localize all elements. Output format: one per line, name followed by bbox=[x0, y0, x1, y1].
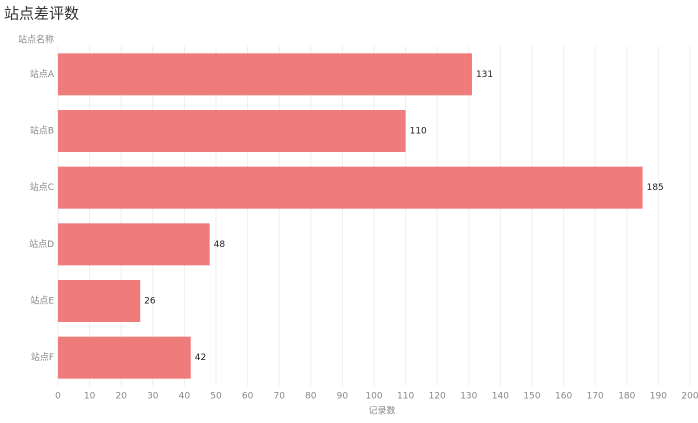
y-axis-label: 站点名称 bbox=[18, 34, 54, 46]
bar bbox=[58, 336, 191, 379]
x-tick-label: 60 bbox=[242, 392, 254, 402]
x-tick-label: 150 bbox=[523, 392, 540, 402]
y-tick-label: 站点F bbox=[31, 351, 54, 363]
y-tick-label: 站点E bbox=[30, 295, 54, 307]
x-tick-label: 0 bbox=[55, 392, 61, 402]
value-label: 185 bbox=[647, 183, 664, 193]
chart-title: 站点差评数 bbox=[4, 5, 79, 23]
x-tick-label: 190 bbox=[650, 392, 667, 402]
value-label: 131 bbox=[476, 70, 493, 80]
bar bbox=[58, 280, 141, 322]
x-tick-label: 30 bbox=[147, 392, 159, 402]
x-tick-label: 50 bbox=[210, 392, 222, 402]
y-tick-label: 站点A bbox=[30, 68, 55, 80]
x-tick-label: 130 bbox=[460, 392, 477, 402]
x-tick-label: 10 bbox=[84, 392, 96, 402]
value-label: 42 bbox=[195, 353, 206, 363]
x-tick-label: 160 bbox=[555, 392, 572, 402]
value-label: 110 bbox=[410, 127, 427, 137]
y-tick-label: 站点D bbox=[29, 238, 54, 250]
value-label: 48 bbox=[214, 240, 226, 250]
x-tick-label: 170 bbox=[587, 392, 604, 402]
bar bbox=[58, 110, 406, 152]
x-tick-label: 80 bbox=[305, 392, 317, 402]
bar bbox=[58, 166, 643, 209]
bar bbox=[58, 53, 472, 96]
y-tick-label: 站点B bbox=[30, 125, 54, 137]
x-tick-label: 180 bbox=[618, 392, 635, 402]
x-tick-label: 100 bbox=[365, 392, 382, 402]
x-tick-label: 200 bbox=[681, 392, 698, 402]
x-tick-label: 70 bbox=[273, 392, 285, 402]
value-label: 26 bbox=[144, 297, 156, 307]
x-tick-label: 20 bbox=[115, 392, 127, 402]
x-axis-label: 记录数 bbox=[368, 405, 395, 417]
x-tick-label: 120 bbox=[429, 392, 446, 402]
x-tick-label: 40 bbox=[179, 392, 191, 402]
x-tick-label: 90 bbox=[337, 392, 349, 402]
x-tick-label: 140 bbox=[492, 392, 509, 402]
y-tick-label: 站点C bbox=[30, 181, 54, 193]
bar bbox=[58, 223, 210, 266]
x-tick-label: 110 bbox=[397, 392, 414, 402]
